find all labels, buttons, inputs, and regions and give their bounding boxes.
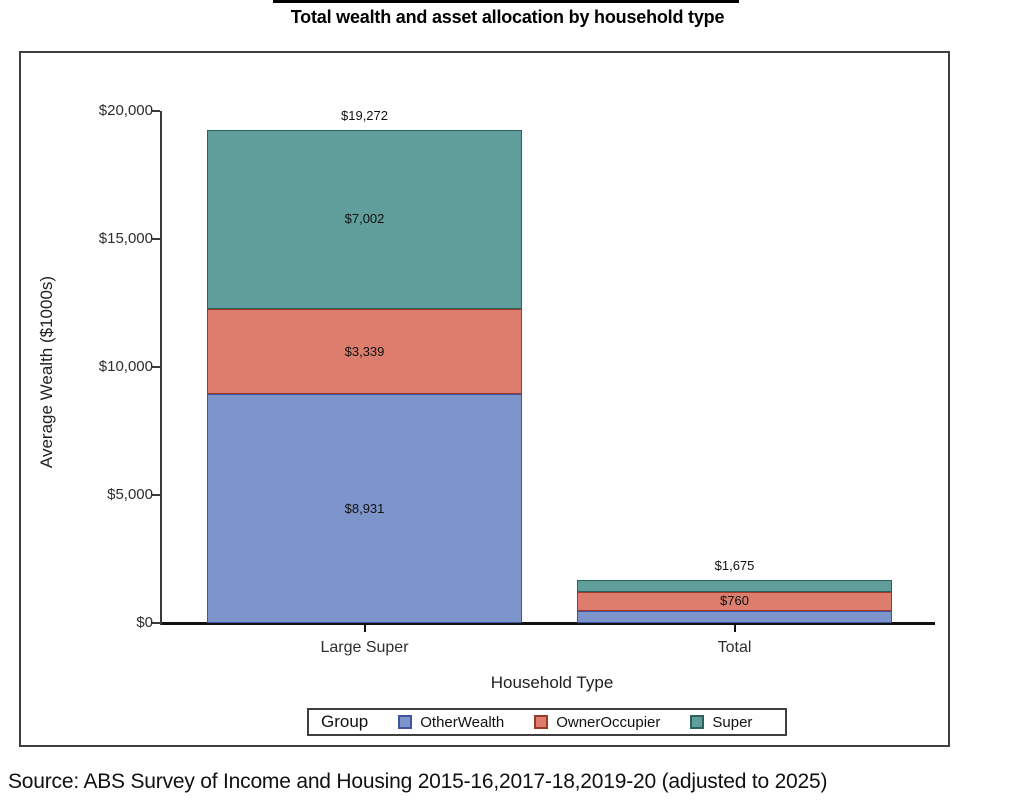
x-axis-title: Household Type [490,673,614,692]
legend-swatch-icon [690,715,705,729]
y-tick-label: $15,000 [98,230,153,247]
y-tick-mark [152,110,160,112]
legend: Group OtherWealth OwnerOccupier Super [307,708,787,736]
legend-item-otherwealth: OtherWealth [398,714,504,731]
segment-value-label: $7,002 [344,211,385,227]
y-tick-label: $10,000 [98,358,153,375]
segment-value-label: $760 [720,593,749,609]
legend-item-super: Super [690,714,752,731]
source-caption: Source: ABS Survey of Income and Housing… [8,770,828,793]
x-category-label: Large Super [320,639,409,656]
bar-total-label: $1,675 [714,558,755,574]
bar-segment-otherwealth [207,394,522,623]
y-tick-mark [152,494,160,496]
segment-value-label: $3,339 [344,343,385,359]
bar-segment-owneroccupier [207,308,522,395]
x-axis-line [162,622,935,625]
bar-segment-super [207,129,522,309]
y-tick-label: $0 [136,614,153,631]
bar-segment-owneroccupier [577,591,892,612]
plot-frame: Average Wealth ($1000s) Household Type $… [19,51,950,747]
legend-swatch-icon [398,715,413,729]
legend-item-label: OwnerOccupier [556,713,661,731]
y-tick-mark [152,622,160,624]
x-tick-mark [733,625,736,632]
legend-swatch-icon [534,715,549,729]
segment-value-label: $8,931 [344,500,385,516]
y-tick-mark [152,366,160,368]
y-tick-label: $5,000 [107,486,153,503]
y-tick-mark [152,238,160,240]
y-tick-label: $20,000 [98,102,153,119]
cropped-text-artifact [273,0,739,3]
y-axis-title: Average Wealth ($1000s) [37,275,56,469]
bar-total-label: $19,272 [341,107,388,123]
legend-title: Group [321,712,369,731]
x-category-label: Total [717,639,752,656]
y-axis-line [160,111,162,625]
legend-item-label: OtherWealth [420,713,505,731]
bar-segment-super [577,580,892,592]
legend-item-owneroccupier: OwnerOccupier [534,714,660,731]
bar-segment-otherwealth [577,611,892,623]
x-tick-mark [363,625,366,632]
chart-title: Total wealth and asset allocation by hou… [290,7,725,27]
legend-item-label: Super [712,713,753,731]
